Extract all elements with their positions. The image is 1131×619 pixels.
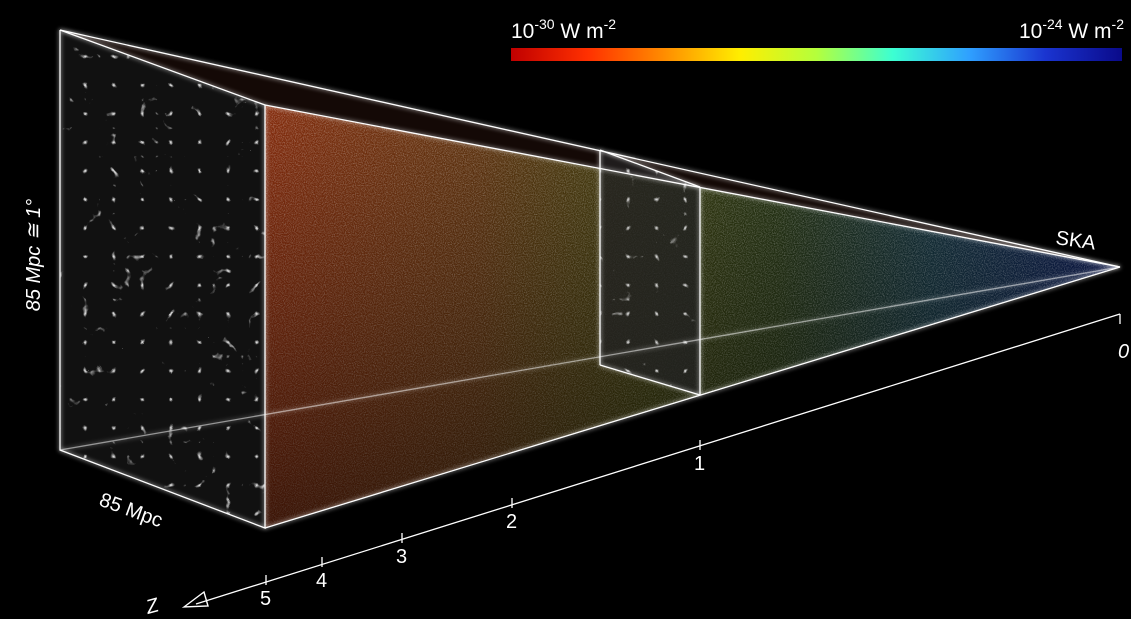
colorbar-max-label: 10-24 W m-2	[1019, 16, 1124, 43]
depth-label: 85 Mpc	[96, 489, 165, 532]
z-axis-label: Z	[143, 594, 162, 619]
z-axis-tick-label: 5	[260, 588, 271, 610]
colorbar-min-label: 10-30 W m-2	[511, 16, 616, 43]
colorbar: 10-30 W m-2 10-24 W m-2	[511, 16, 1124, 61]
telescope-label: SKA	[1054, 227, 1097, 254]
cosmic-web-end-face	[60, 30, 265, 528]
z-axis-tick-label: 3	[396, 546, 407, 568]
z-axis-tick-label: 2	[506, 511, 517, 533]
colorbar-gradient	[511, 48, 1122, 61]
side-height-label: 85 Mpc ≅ 1°	[23, 199, 45, 312]
z-axis-tick-label: 1	[694, 453, 705, 475]
z-axis-tick-label: 0	[1118, 341, 1129, 363]
z-axis-tick-label: 4	[316, 570, 327, 592]
cosmic-web-slice	[600, 150, 700, 395]
z-axis-arrowhead	[184, 592, 208, 607]
